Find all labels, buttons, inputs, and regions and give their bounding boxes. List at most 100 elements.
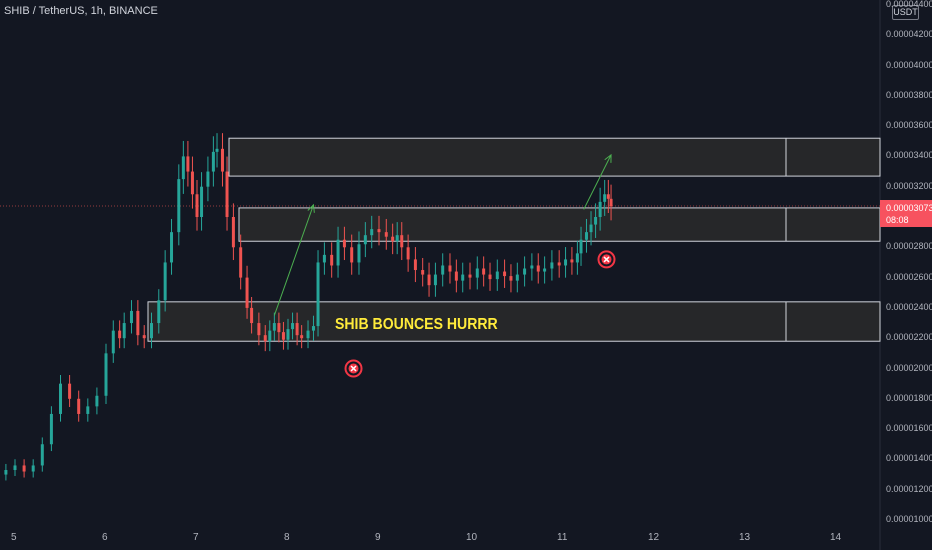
candle-body xyxy=(206,171,210,187)
candle-body xyxy=(400,235,404,248)
x-mark-cross xyxy=(603,256,610,263)
candle-body xyxy=(606,194,610,199)
time-tick-label: 12 xyxy=(648,532,660,543)
price-tick-label: 0.00001800 xyxy=(886,392,932,403)
price-tick-label: 0.00003600 xyxy=(886,120,932,131)
candle-body xyxy=(316,262,320,327)
time-tick-label: 7 xyxy=(193,532,199,543)
time-tick-label: 13 xyxy=(739,532,751,543)
candle-body xyxy=(40,444,44,466)
chart-annotation-text[interactable]: SHIB BOUNCES HURRR xyxy=(335,316,498,333)
candle-body xyxy=(575,253,579,263)
candle-body xyxy=(564,259,568,266)
candle-body xyxy=(22,465,26,472)
candle-body xyxy=(136,310,140,336)
candle-body xyxy=(503,271,507,277)
candle-body xyxy=(482,268,486,275)
candle-body xyxy=(370,229,374,236)
candle-body xyxy=(598,201,602,217)
candle-body xyxy=(557,262,561,266)
time-tick-label: 14 xyxy=(830,532,842,543)
candle-body xyxy=(609,198,613,207)
candle-body xyxy=(342,239,346,248)
candle-body xyxy=(421,270,425,275)
candle-body xyxy=(603,194,607,202)
candle-body xyxy=(211,151,215,172)
candle-body xyxy=(181,156,185,180)
candle-body xyxy=(170,232,174,263)
candle-body xyxy=(86,406,90,414)
last-price-value: 0.00003073 xyxy=(886,203,932,213)
candle-body xyxy=(150,323,153,339)
candle-body xyxy=(448,265,452,272)
time-tick-label: 9 xyxy=(375,532,381,543)
candle-body xyxy=(215,148,219,152)
price-tick-label: 0.00003200 xyxy=(886,180,932,191)
arrow-head-1 xyxy=(307,203,315,213)
candle-body xyxy=(384,232,388,237)
price-tick-label: 0.00003400 xyxy=(886,150,932,161)
up-arrow-1 xyxy=(273,204,314,316)
up-arrow-2 xyxy=(583,154,612,210)
candle-body xyxy=(391,236,395,242)
candle-body xyxy=(220,148,224,172)
candle-body xyxy=(395,235,399,242)
bar-countdown: 08:08 xyxy=(886,215,909,225)
candle-body xyxy=(268,330,272,342)
candle-body xyxy=(377,229,381,233)
price-tick-label: 0.00001000 xyxy=(886,514,932,524)
symbol-title: SHIB / TetherUS, 1h, BINANCE xyxy=(4,5,158,17)
candle-body xyxy=(475,268,479,278)
candle-body xyxy=(413,259,417,271)
candle-body xyxy=(295,323,299,336)
candle-body xyxy=(250,307,254,324)
candle-body xyxy=(239,247,243,278)
zone-2 xyxy=(238,207,881,242)
candle-body xyxy=(468,274,472,278)
candle-body xyxy=(536,265,540,272)
candle-body xyxy=(200,186,204,217)
candle-body xyxy=(277,323,281,333)
last-price-tag: 0.00003073 08:08 xyxy=(880,200,932,227)
candle-body xyxy=(118,330,122,339)
candle-body xyxy=(515,274,519,281)
candle-body xyxy=(122,323,126,339)
candle-body xyxy=(163,262,167,301)
time-tick-label: 8 xyxy=(284,532,290,543)
candle-body xyxy=(257,323,261,336)
candle-body xyxy=(306,330,310,339)
candle-body xyxy=(584,232,588,240)
price-tick-label: 0.00002800 xyxy=(886,241,932,252)
candle-body xyxy=(433,274,437,286)
candle-body xyxy=(363,235,367,245)
zone-3 xyxy=(147,301,881,342)
price-tick-label: 0.00001600 xyxy=(886,423,932,434)
candle-body xyxy=(245,277,249,308)
candle-body xyxy=(336,239,340,266)
candle-body xyxy=(104,353,108,396)
candle-body xyxy=(190,171,194,195)
x-mark-icon xyxy=(344,359,363,378)
candle-body xyxy=(461,274,465,281)
currency-button[interactable]: USDT xyxy=(892,5,919,20)
candle-body xyxy=(454,271,458,281)
candle-body xyxy=(111,330,115,354)
candle-body xyxy=(68,383,72,399)
candle-body xyxy=(300,335,304,339)
time-tick-label: 5 xyxy=(11,532,17,543)
arrow-head-2 xyxy=(604,153,612,163)
candle-body xyxy=(594,217,598,225)
time-tick-label: 11 xyxy=(557,532,568,543)
candle-body xyxy=(129,310,133,324)
zone-1 xyxy=(228,137,881,177)
candle-body xyxy=(186,156,190,172)
candle-body xyxy=(157,300,161,324)
price-tick-label: 0.00003800 xyxy=(886,89,932,100)
price-tick-label: 0.00004200 xyxy=(886,29,932,40)
price-tick-label: 0.00001200 xyxy=(886,483,932,494)
candle-body xyxy=(177,179,181,233)
price-tick-label: 0.00002200 xyxy=(886,332,932,343)
candle-body xyxy=(195,194,199,217)
price-tick-label: 0.00004400 xyxy=(886,0,932,9)
